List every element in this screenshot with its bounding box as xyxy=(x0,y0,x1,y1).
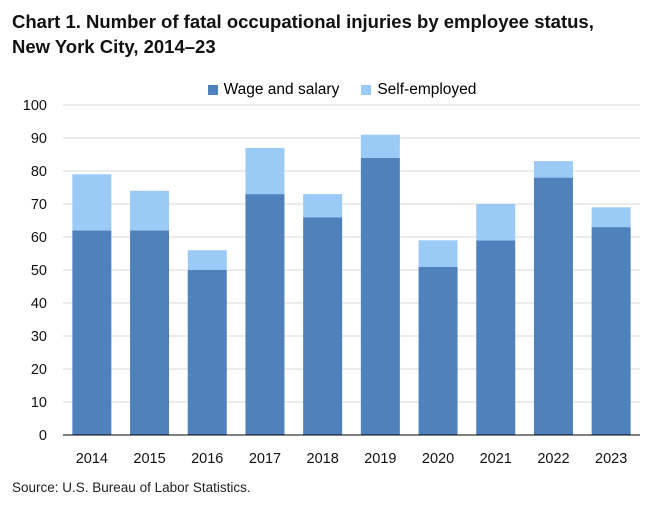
bar-self-2019 xyxy=(360,134,400,158)
x-tick-label-2017: 2017 xyxy=(249,451,281,467)
bar-wage-2017 xyxy=(245,194,285,435)
bar-wage-2018 xyxy=(303,217,343,435)
x-tick-label-2018: 2018 xyxy=(307,451,339,467)
y-tick-label-40: 40 xyxy=(31,296,47,312)
y-tick-label-60: 60 xyxy=(31,230,47,246)
y-tick-label-90: 90 xyxy=(31,131,47,147)
bar-wage-2019 xyxy=(360,157,400,436)
y-tick-label-30: 30 xyxy=(31,329,47,345)
x-tick-label-2014: 2014 xyxy=(76,451,108,467)
y-tick-label-70: 70 xyxy=(31,197,47,213)
legend-label-self: Self-employed xyxy=(377,81,477,98)
bar-self-2014 xyxy=(72,174,112,231)
x-tick-label-2016: 2016 xyxy=(191,451,223,467)
source-note: Source: U.S. Bureau of Labor Statistics. xyxy=(12,480,251,495)
x-tick-label-2015: 2015 xyxy=(133,451,165,467)
chart-title: Chart 1. Number of fatal occupational in… xyxy=(12,9,652,59)
y-tick-label-80: 80 xyxy=(31,164,47,180)
x-tick-label-2020: 2020 xyxy=(422,451,454,467)
bar-wage-2023 xyxy=(591,227,631,435)
y-tick-label-0: 0 xyxy=(39,428,47,444)
bar-wage-2016 xyxy=(187,270,227,435)
y-tick-label-100: 100 xyxy=(23,98,47,114)
chart-title-line-2: New York City, 2014–23 xyxy=(12,36,216,57)
y-tick-label-20: 20 xyxy=(31,362,47,378)
bar-self-2018 xyxy=(303,194,343,218)
y-tick-label-50: 50 xyxy=(31,263,47,279)
chart-title-line-1: Chart 1. Number of fatal occupational in… xyxy=(12,11,594,32)
x-tick-label-2021: 2021 xyxy=(480,451,512,467)
legend: Wage and salary Self-employed xyxy=(0,80,660,100)
bar-wage-2021 xyxy=(476,240,516,435)
bar-self-2016 xyxy=(187,250,227,270)
bar-self-2017 xyxy=(245,147,285,195)
legend-item-wage: Wage and salary xyxy=(207,80,340,100)
bar-self-2020 xyxy=(418,240,458,267)
bar-wage-2022 xyxy=(533,177,573,435)
bar-wage-2014 xyxy=(72,230,112,435)
x-tick-label-2022: 2022 xyxy=(537,451,569,467)
legend-swatch-self xyxy=(361,85,372,95)
legend-item-self: Self-employed xyxy=(361,80,476,100)
bar-wage-2015 xyxy=(130,230,170,435)
bar-self-2022 xyxy=(533,161,573,178)
y-tick-label-10: 10 xyxy=(31,395,47,411)
x-tick-label-2023: 2023 xyxy=(595,451,627,467)
bar-self-2015 xyxy=(130,190,170,231)
bar-self-2023 xyxy=(591,207,631,228)
x-tick-label-2019: 2019 xyxy=(364,451,396,467)
bar-self-2021 xyxy=(476,204,516,241)
bar-wage-2020 xyxy=(418,266,458,435)
legend-label-wage: Wage and salary xyxy=(223,81,340,98)
legend-swatch-wage xyxy=(207,85,218,95)
